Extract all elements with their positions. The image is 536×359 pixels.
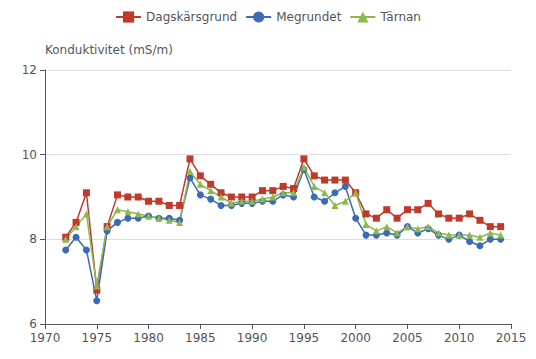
svg-text:Konduktivitet (mS/m): Konduktivitet (mS/m)	[45, 43, 173, 57]
svg-text:2015: 2015	[496, 331, 527, 345]
svg-text:8: 8	[29, 232, 37, 246]
svg-text:1990: 1990	[237, 331, 268, 345]
svg-text:Megrundet: Megrundet	[276, 10, 341, 24]
svg-text:Dagskärsgrund: Dagskärsgrund	[146, 10, 237, 24]
svg-text:1970: 1970	[30, 331, 61, 345]
svg-text:Tärnan: Tärnan	[379, 10, 421, 24]
svg-text:2000: 2000	[340, 331, 371, 345]
svg-text:1980: 1980	[133, 331, 164, 345]
svg-text:10: 10	[22, 148, 37, 162]
svg-text:1985: 1985	[185, 331, 216, 345]
svg-text:12: 12	[22, 63, 37, 77]
svg-text:2005: 2005	[392, 331, 423, 345]
svg-text:6: 6	[29, 317, 37, 331]
svg-text:1975: 1975	[82, 331, 113, 345]
svg-text:1995: 1995	[289, 331, 320, 345]
svg-text:2010: 2010	[444, 331, 475, 345]
